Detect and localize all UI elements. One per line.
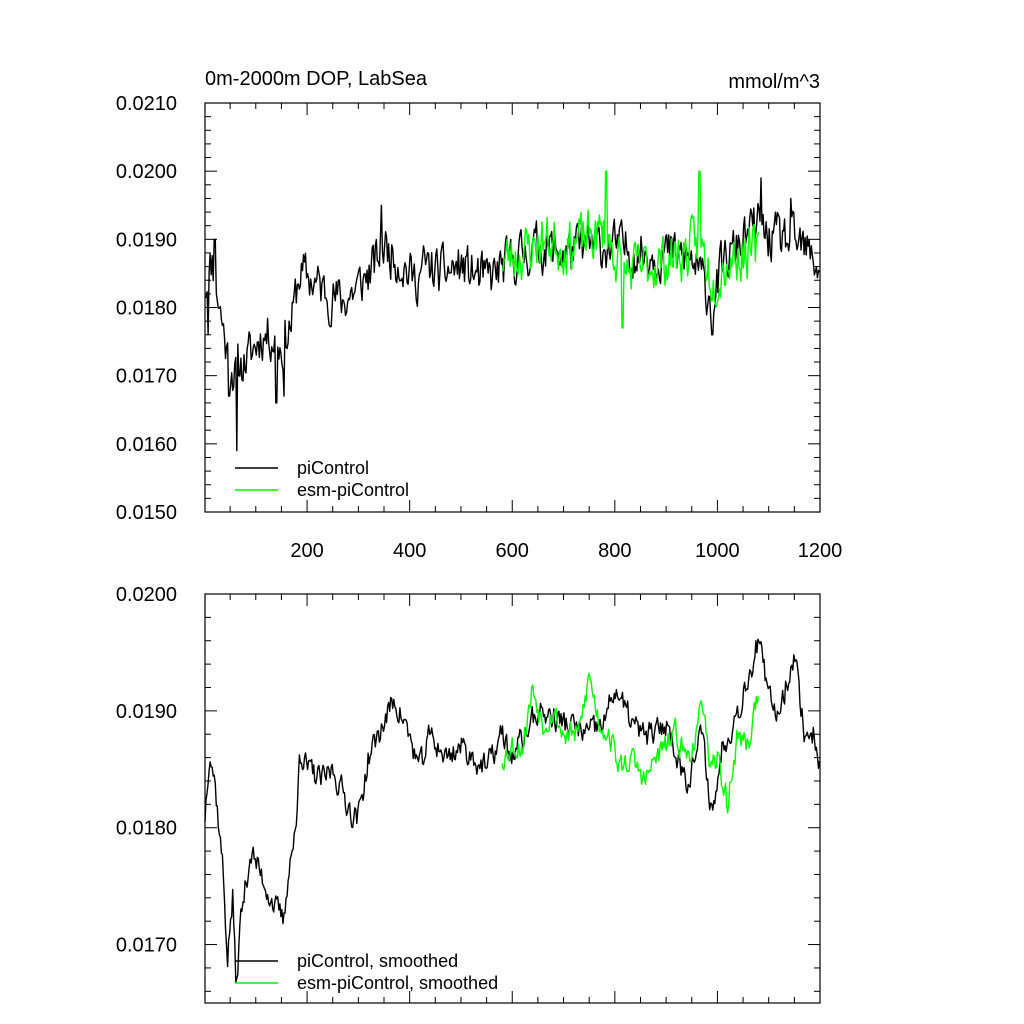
legend-label-esm-picontrol-smoothed: esm-piControl, smoothed: [297, 973, 498, 993]
bottom-y-tick-label: 0.0190: [116, 701, 177, 723]
top-y-tick-label: 0.0160: [116, 434, 177, 456]
top-series-line-esm-picontrol: [501, 170, 760, 329]
top-y-tick-label: 0.0210: [116, 93, 177, 115]
bottom-y-tick-label: 0.0180: [116, 818, 177, 840]
top-panel-units: mmol/m^3: [728, 71, 820, 93]
top-x-tick-label: 200: [290, 540, 323, 562]
bottom-y-tick-label: 0.0170: [116, 935, 177, 957]
top-y-tick-label: 0.0150: [116, 502, 177, 524]
top-y-tick-label: 0.0180: [116, 298, 177, 320]
top-x-tick-label: 400: [393, 540, 426, 562]
bottom-series-line-picontrol-smoothed: [204, 638, 821, 983]
top-y-tick-label: 0.0200: [116, 161, 177, 183]
legend-label-esm-picontrol: esm-piControl: [297, 480, 409, 500]
top-panel: 0m-2000m DOP, LabSea mmol/m^3 0.01500.01…: [116, 68, 842, 562]
top-x-tick-label: 1200: [798, 540, 843, 562]
top-x-tick-label: 600: [496, 540, 529, 562]
top-panel-x-ticks: 200 400 600 800 1000 1200: [229, 103, 843, 562]
top-x-tick-label: 800: [598, 540, 631, 562]
bottom-panel-y-ticks: 0.0170 0.0180 0.0190 0.0200: [116, 584, 820, 992]
top-y-tick-label: 0.0190: [116, 229, 177, 251]
bottom-panel: 0.0170 0.0180 0.0190 0.0200 piControl, smoo…: [116, 584, 821, 1004]
bottom-series-line-esm-picontrol-smoothed: [501, 672, 760, 814]
bottom-y-tick-label: 0.0200: [116, 584, 177, 606]
top-series-line-picontrol: [204, 177, 821, 452]
bottom-panel-legend: piControl, smoothed esm-piControl, smoot…: [235, 951, 498, 993]
top-panel-series: [204, 170, 821, 452]
top-panel-y-ticks: 0.0150 0.0160 0.0170 0.0180 0.0190 0.0200 0.02…: [116, 93, 820, 524]
bottom-panel-x-ticks: [229, 594, 821, 1003]
top-panel-title: 0m-2000m DOP, LabSea: [205, 68, 428, 90]
legend-label-picontrol: piControl: [297, 458, 369, 478]
top-y-tick-label: 0.0170: [116, 366, 177, 388]
top-panel-frame: [204, 102, 821, 513]
bottom-panel-series: [204, 638, 821, 983]
top-x-tick-label: 1000: [695, 540, 740, 562]
top-panel-legend: piControl esm-piControl: [235, 458, 409, 500]
legend-label-picontrol-smoothed: piControl, smoothed: [297, 951, 458, 971]
